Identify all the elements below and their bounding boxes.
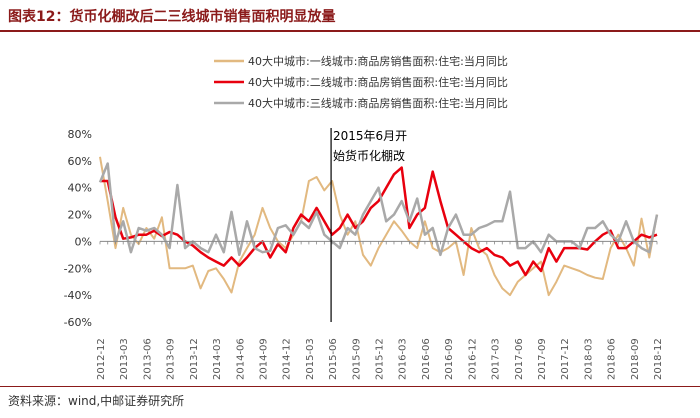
x-tick-label: 2017-12 bbox=[560, 338, 571, 380]
annotation-line-1: 2015年6月开 bbox=[333, 129, 407, 143]
x-tick-label: 2014-12 bbox=[282, 338, 293, 380]
series-layer bbox=[98, 156, 659, 297]
series-line-1 bbox=[99, 156, 658, 297]
x-tick-label: 2018-03 bbox=[583, 338, 594, 380]
x-tick-label: 2016-06 bbox=[421, 338, 432, 380]
legend-label: 40大中城市:三线城市:商品房销售面积:住宅:当月同比 bbox=[248, 96, 508, 110]
annotation: 2015年6月开 始货币化棚改 bbox=[333, 129, 407, 163]
source-note: 资料来源：wind,中邮证券研究所 bbox=[8, 394, 185, 408]
x-tick-label: 2016-12 bbox=[467, 338, 478, 380]
source-divider bbox=[0, 386, 700, 387]
axes: -60% -40% -20% 0% 20% 40% 60% 80% 2012-12 2013-03… bbox=[64, 128, 664, 380]
x-tick-label: 2013-06 bbox=[142, 338, 153, 380]
x-tick-label: 2013-03 bbox=[119, 338, 130, 380]
x-tick-label: 2017-09 bbox=[537, 338, 548, 380]
x-tick-label: 2014-09 bbox=[258, 338, 269, 380]
y-tick-label: 20% bbox=[68, 209, 92, 222]
title-divider bbox=[0, 30, 700, 32]
y-tick-label: 40% bbox=[68, 182, 92, 195]
x-tick-label: 2016-03 bbox=[398, 338, 409, 380]
x-tick-label: 2012-12 bbox=[96, 338, 107, 380]
legend-label: 40大中城市:二线城市:商品房销售面积:住宅:当月同比 bbox=[248, 75, 508, 89]
x-tick-label: 2018-06 bbox=[607, 338, 618, 380]
x-tick-label: 2014-03 bbox=[212, 338, 223, 380]
y-tick-label: 60% bbox=[68, 155, 92, 168]
chart-title: 图表12：货币化棚改后二三线城市销售面积明显放量 bbox=[8, 9, 336, 25]
y-tick-label: 0% bbox=[75, 235, 92, 248]
legend-item-3: 40大中城市:三线城市:商品房销售面积:住宅:当月同比 bbox=[214, 96, 508, 110]
annotation-line-2: 始货币化棚改 bbox=[333, 148, 405, 163]
series-line-2 bbox=[100, 166, 658, 277]
title-bar: 图表12：货币化棚改后二三线城市销售面积明显放量 bbox=[0, 0, 700, 34]
x-tick-label: 2015-06 bbox=[328, 338, 339, 380]
y-tick-label: 80% bbox=[68, 128, 92, 141]
y-tick-label: -20% bbox=[64, 262, 92, 275]
x-tick-label: 2014-06 bbox=[235, 338, 246, 380]
legend-label: 40大中城市:一线城市:商品房销售面积:住宅:当月同比 bbox=[248, 54, 508, 68]
x-tick-label: 2018-09 bbox=[630, 338, 641, 380]
x-tick-label: 2015-09 bbox=[351, 338, 362, 380]
y-tick-label: -40% bbox=[64, 289, 92, 302]
x-tick-label: 2015-12 bbox=[375, 338, 386, 380]
x-tick-label: 2015-03 bbox=[305, 338, 316, 380]
x-tick-label: 2017-03 bbox=[491, 338, 502, 380]
x-tick-label: 2013-09 bbox=[166, 338, 177, 380]
line-chart: 40大中城市:一线城市:商品房销售面积:住宅:当月同比 40大中城市:二线城市:商… bbox=[64, 54, 664, 380]
legend: 40大中城市:一线城市:商品房销售面积:住宅:当月同比 40大中城市:二线城市:商… bbox=[214, 54, 508, 110]
x-tick-label: 2016-09 bbox=[444, 338, 455, 380]
x-tick-label: 2013-12 bbox=[189, 338, 200, 380]
legend-item-2: 40大中城市:二线城市:商品房销售面积:住宅:当月同比 bbox=[214, 75, 508, 89]
y-tick-label: -60% bbox=[64, 316, 92, 329]
x-tick-label: 2017-06 bbox=[514, 338, 525, 380]
x-tick-label: 2018-12 bbox=[653, 338, 664, 380]
legend-item-1: 40大中城市:一线城市:商品房销售面积:住宅:当月同比 bbox=[214, 54, 508, 68]
